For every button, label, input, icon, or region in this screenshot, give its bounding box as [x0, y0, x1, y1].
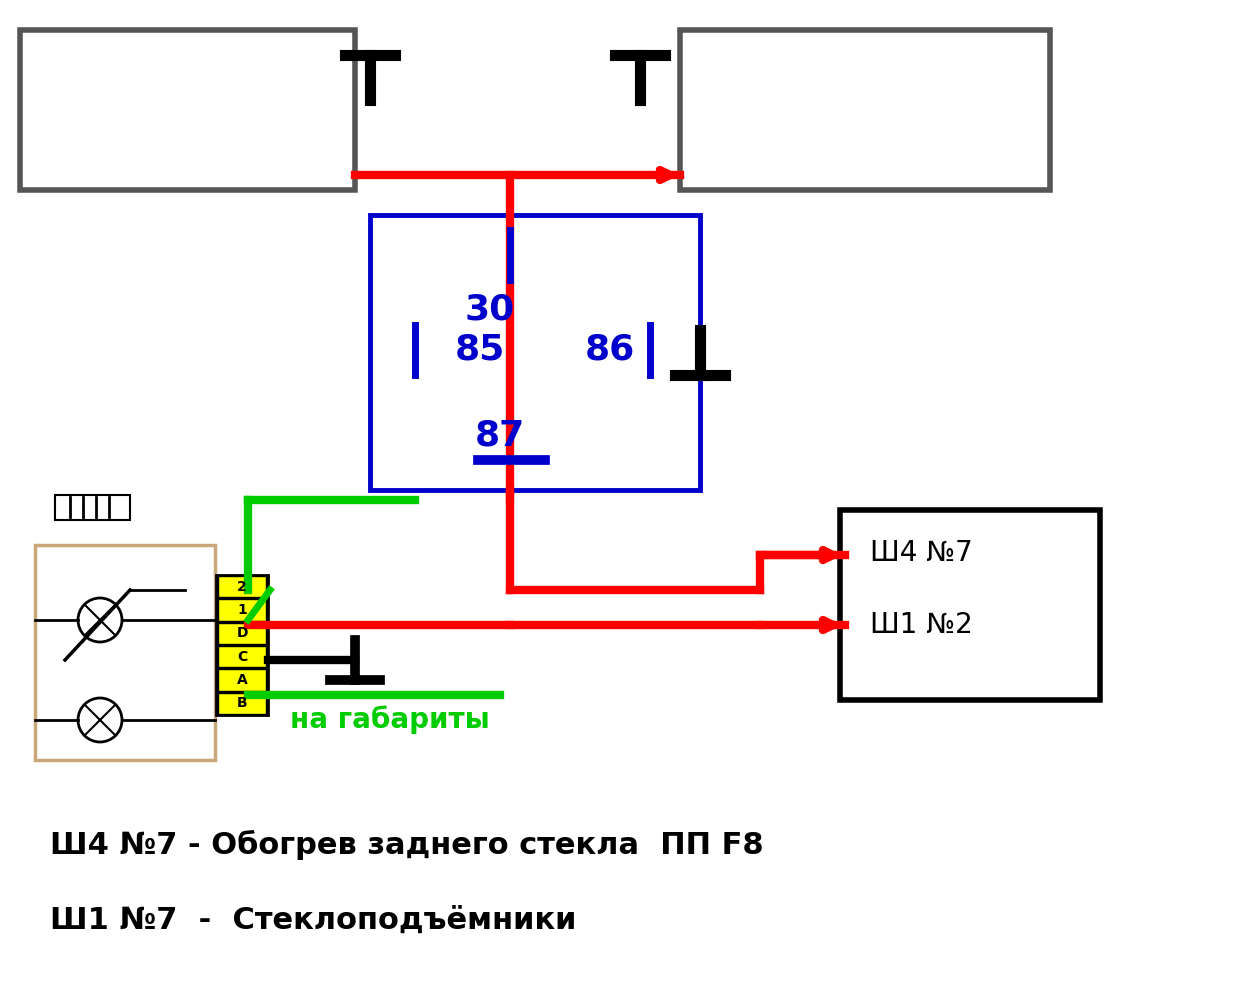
Text: A: A	[237, 673, 247, 687]
Bar	[370, 215, 701, 490]
Bar	[680, 30, 1050, 190]
Bar	[218, 693, 267, 714]
Bar	[218, 623, 267, 644]
Text: на габариты: на габариты	[290, 705, 490, 735]
Text: 2: 2	[237, 580, 247, 594]
Bar	[218, 576, 267, 597]
Bar	[218, 669, 267, 691]
Text: B: B	[237, 697, 247, 710]
Text: D: D	[237, 626, 248, 641]
Bar	[839, 510, 1100, 700]
Text: Ш1 №2: Ш1 №2	[870, 611, 972, 639]
Text: Ш1 №7  -  Стеклоподъёмники: Ш1 №7 - Стеклоподъёмники	[50, 905, 577, 935]
Text: 85: 85	[455, 333, 505, 367]
Text: 30: 30	[465, 293, 515, 327]
Bar	[218, 599, 267, 621]
Bar	[35, 545, 215, 760]
Bar	[20, 30, 355, 190]
Text: Ш4 №7: Ш4 №7	[870, 539, 972, 567]
Text: Ш4 №7 - Обогрев заднего стекла  ПП F8: Ш4 №7 - Обогрев заднего стекла ПП F8	[50, 830, 764, 860]
Bar	[55, 495, 130, 520]
Text: 1: 1	[237, 603, 247, 617]
Text: C: C	[237, 649, 247, 664]
Bar	[216, 575, 268, 715]
Text: 87: 87	[475, 418, 526, 452]
Text: 86: 86	[585, 333, 635, 367]
Bar	[218, 646, 267, 667]
